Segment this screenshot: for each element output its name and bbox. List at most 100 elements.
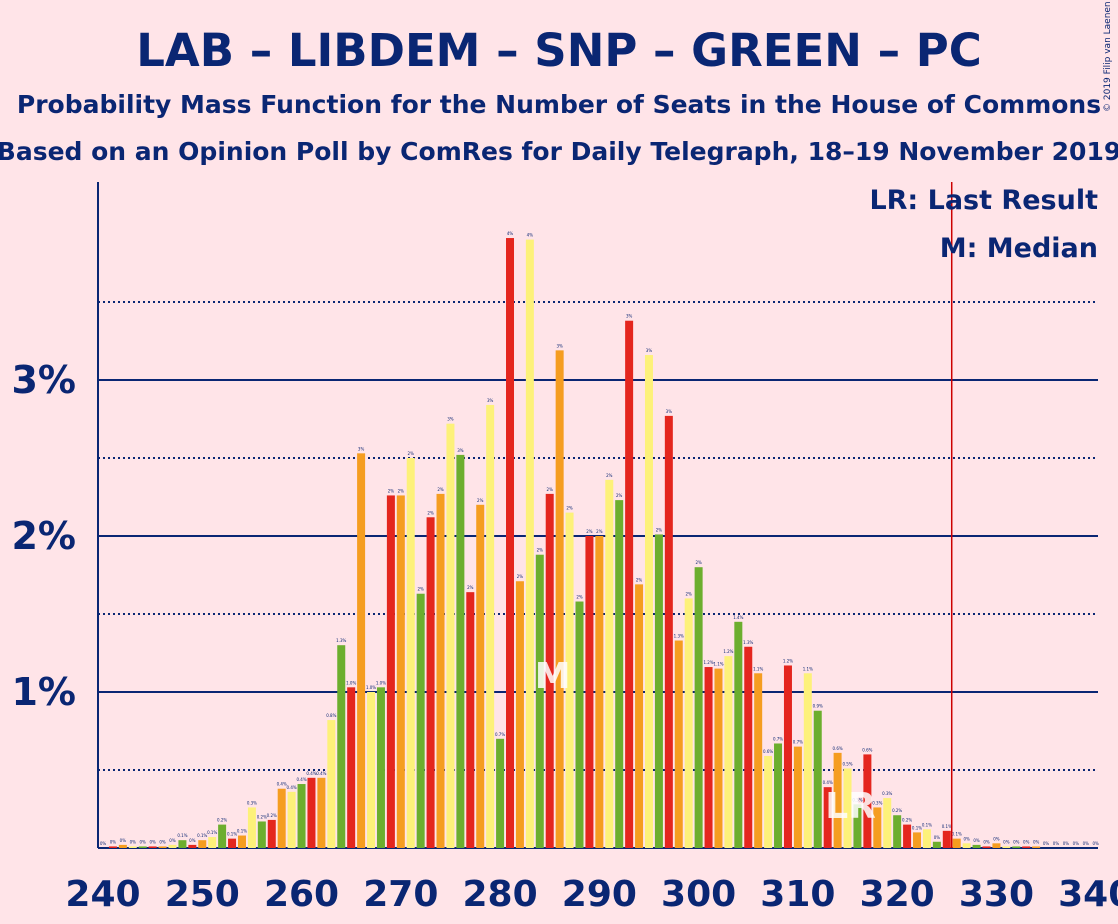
bar-label-seat-245: 0% — [149, 839, 156, 844]
bar-seat-256 — [257, 821, 266, 848]
bar-label-seat-318: 0.3% — [872, 800, 882, 805]
bar-seat-254 — [237, 835, 246, 848]
bar-label-seat-304: 1.4% — [733, 615, 743, 620]
bar-seat-249 — [188, 844, 197, 848]
bar-label-seat-312: 0.9% — [813, 704, 823, 709]
bar-label-seat-307: 0.6% — [763, 749, 773, 754]
chart-subtitle-poll: Based on an Opinion Poll by ComRes for D… — [0, 137, 1118, 166]
bar-label-seat-326: 0.1% — [952, 832, 962, 837]
chart-subtitle: Probability Mass Function for the Number… — [17, 90, 1101, 119]
y-tick-labels: 1% 2% 3% — [11, 358, 76, 714]
bar-seat-260 — [297, 784, 306, 848]
bar-label-seat-319: 0.3% — [882, 791, 892, 796]
bar-seat-252 — [218, 824, 227, 848]
legend-median: M: Median — [940, 233, 1098, 264]
bar-seat-291 — [605, 479, 614, 848]
bar-seat-268 — [376, 687, 385, 848]
bar-label-seat-327: 0% — [963, 836, 970, 841]
bar-seat-246 — [158, 846, 167, 848]
bar-label-seat-337: 0% — [1063, 841, 1070, 846]
bar-label-seat-339: 0% — [1083, 841, 1090, 846]
bar-label-seat-261: 0.4% — [306, 771, 316, 776]
bar-seat-307 — [764, 755, 773, 848]
bar-label-seat-270: 2% — [398, 488, 405, 493]
bar-label-seat-297: 3% — [666, 409, 673, 414]
bar-label-seat-289: 2% — [586, 529, 593, 534]
bar-seat-290 — [595, 536, 604, 848]
bar-seat-250 — [198, 840, 207, 848]
bar-seat-261 — [307, 777, 316, 848]
bar-label-seat-252: 0.2% — [217, 818, 227, 823]
bar-label-seat-305: 1.3% — [743, 640, 753, 645]
bar-seat-328 — [972, 844, 981, 848]
bar-label-seat-317: 0.6% — [862, 747, 872, 752]
bar-seat-242 — [118, 844, 127, 848]
y-tick-2: 3% — [11, 358, 76, 402]
x-tick-6: 300 — [661, 874, 736, 915]
bar-label-seat-311: 1.1% — [803, 666, 813, 671]
bar-seat-244 — [138, 846, 147, 848]
bar-seat-317 — [863, 754, 872, 848]
bar-label-seat-309: 1.2% — [783, 658, 793, 663]
legend-last-result: LR: Last Result — [869, 185, 1098, 216]
bar-seat-302 — [714, 668, 723, 848]
bar-label-seat-271: 2% — [408, 451, 415, 456]
x-tick-9: 330 — [959, 874, 1034, 915]
bar-seat-277 — [466, 592, 475, 848]
bar-seat-293 — [625, 320, 634, 849]
bar-label-seat-329: 0% — [983, 839, 990, 844]
bar-label-seat-324: 0% — [934, 835, 941, 840]
bar-label-seat-285: 2% — [547, 487, 554, 492]
bar-label-seat-269: 2% — [388, 488, 395, 493]
bar-label-seat-296: 2% — [656, 527, 663, 532]
bar-seat-316 — [853, 804, 862, 848]
bar-seat-283 — [525, 239, 534, 849]
bar-label-seat-283: 4% — [527, 233, 534, 238]
bar-seat-272 — [416, 593, 425, 848]
bar-label-seat-321: 0.2% — [902, 818, 912, 823]
bar-label-seat-303: 1.2% — [723, 649, 733, 654]
x-tick-labels: 240 250 260 270 280 290 300 310 320 330 340 — [65, 874, 1118, 915]
bar-label-seat-264: 1.3% — [336, 638, 346, 643]
bar-label-seat-281: 4% — [507, 231, 514, 236]
bar-seat-305 — [744, 646, 753, 848]
bar-seat-311 — [803, 673, 812, 848]
bar-label-seat-332: 0% — [1013, 839, 1020, 844]
bar-seat-298 — [674, 640, 683, 848]
bar-seat-312 — [813, 710, 822, 848]
bar-seat-289 — [585, 536, 594, 848]
x-tick-3: 270 — [363, 874, 438, 915]
bar-seat-278 — [476, 504, 485, 848]
bar-label-seat-308: 0.7% — [773, 736, 783, 741]
bar-seat-329 — [982, 846, 991, 848]
bar-label-seat-274: 2% — [437, 487, 444, 492]
bar-seat-255 — [247, 807, 256, 848]
bar-seat-325 — [942, 830, 951, 848]
copyright: © 2019 Filip van Laenen — [1103, 1, 1113, 112]
bar-label-seat-240: 0% — [100, 841, 107, 846]
bar-label-seat-242: 0% — [120, 838, 127, 843]
bar-label-seat-302: 1.1% — [713, 662, 723, 667]
bar-label-seat-249: 0% — [189, 838, 196, 843]
bar-label-seat-272: 2% — [417, 587, 424, 592]
bar-label-seat-282: 2% — [517, 574, 524, 579]
bar-seat-308 — [774, 743, 783, 848]
x-tick-8: 320 — [860, 874, 935, 915]
bar-seat-321 — [903, 824, 912, 848]
bar-label-seat-268: 1.0% — [376, 680, 386, 685]
chart-title: LAB – LIBDEM – SNP – GREEN – PC — [136, 24, 982, 77]
bar-label-seat-280: 0.7% — [495, 732, 505, 737]
bar-label-seat-301: 1.2% — [703, 660, 713, 665]
bar-seat-282 — [515, 581, 524, 848]
bar-label-seat-241: 0% — [110, 839, 117, 844]
bar-label-seat-284: 2% — [537, 548, 544, 553]
bar-seat-269 — [386, 495, 395, 848]
bar-label-seat-286: 3% — [556, 343, 563, 348]
bar-seat-276 — [456, 454, 465, 848]
x-tick-4: 280 — [463, 874, 538, 915]
bar-label-seat-277: 2% — [467, 585, 474, 590]
bar-seat-333 — [1022, 846, 1031, 848]
bar-label-seat-320: 0.2% — [892, 808, 902, 813]
bar-seat-309 — [783, 665, 792, 848]
bar-label-seat-335: 0% — [1043, 841, 1050, 846]
